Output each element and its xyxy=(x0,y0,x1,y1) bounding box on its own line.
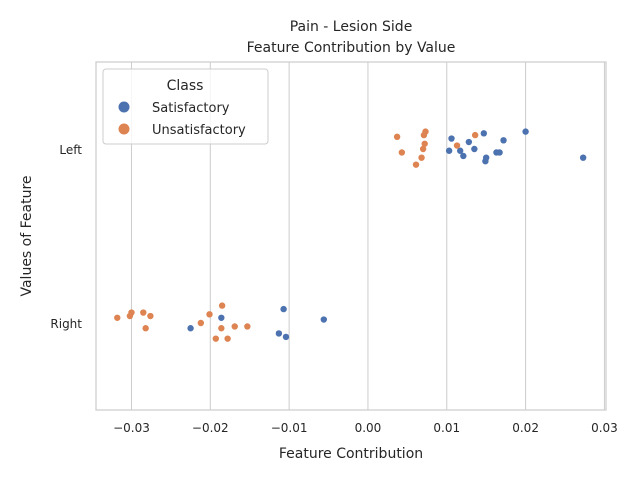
y-axis-label: Values of Feature xyxy=(19,175,35,296)
point-satisfactory xyxy=(456,147,464,154)
point-unsatisfactory xyxy=(218,325,225,332)
point-unsatisfactory xyxy=(393,133,401,141)
point-unsatisfactory xyxy=(398,149,406,156)
x-axis-label: Feature Contribution xyxy=(279,446,423,462)
legend-box xyxy=(102,68,269,145)
point-unsatisfactory xyxy=(412,161,420,168)
point-satisfactory xyxy=(471,145,478,153)
point-unsatisfactory xyxy=(114,314,121,321)
point-satisfactory xyxy=(482,157,489,165)
legend-marker-unsatisfactory xyxy=(118,123,130,135)
point-unsatisfactory xyxy=(418,154,425,161)
x-tick-label: −0.01 xyxy=(271,421,308,435)
point-unsatisfactory xyxy=(224,335,231,342)
data-points xyxy=(114,128,587,342)
point-unsatisfactory xyxy=(140,309,147,316)
point-unsatisfactory xyxy=(147,312,154,320)
x-tick-label: −0.03 xyxy=(113,421,150,435)
y-tick-label: Right xyxy=(50,317,82,331)
point-unsatisfactory xyxy=(420,131,428,139)
point-satisfactory xyxy=(500,137,507,144)
point-unsatisfactory xyxy=(421,140,428,147)
point-unsatisfactory xyxy=(231,323,238,330)
point-satisfactory xyxy=(579,154,587,161)
point-unsatisfactory xyxy=(218,302,226,309)
point-satisfactory xyxy=(282,333,290,341)
point-satisfactory xyxy=(480,130,488,137)
point-satisfactory xyxy=(465,138,473,146)
point-satisfactory xyxy=(496,149,503,156)
point-satisfactory xyxy=(445,147,453,154)
legend-marker-satisfactory xyxy=(118,101,130,113)
chart-title: Pain - Lesion Side xyxy=(290,19,413,35)
x-tick-label: 0.00 xyxy=(355,421,382,435)
point-unsatisfactory xyxy=(197,319,205,327)
x-tick-label: 0.03 xyxy=(591,421,618,435)
point-unsatisfactory xyxy=(244,323,251,330)
point-satisfactory xyxy=(448,135,455,142)
x-axis-ticks: −0.03 −0.02 −0.01 0.00 0.01 0.02 0.03 xyxy=(113,421,618,435)
point-satisfactory xyxy=(275,330,283,337)
point-unsatisfactory xyxy=(419,145,427,153)
legend-label-unsatisfactory: Unsatisfactory xyxy=(152,123,246,138)
y-axis-ticks: Left Right xyxy=(50,143,82,331)
point-satisfactory xyxy=(522,128,529,135)
legend: Class Satisfactory Unsatisfactory xyxy=(102,68,269,145)
point-unsatisfactory xyxy=(471,131,479,139)
x-tick-label: −0.02 xyxy=(192,421,229,435)
point-unsatisfactory xyxy=(453,142,461,149)
point-unsatisfactory xyxy=(206,311,213,318)
point-satisfactory xyxy=(187,325,194,332)
legend-title: Class xyxy=(167,78,204,94)
x-tick-label: 0.02 xyxy=(512,421,539,435)
x-tick-label: 0.01 xyxy=(433,421,460,435)
point-satisfactory xyxy=(320,316,328,323)
plot-frame xyxy=(95,61,607,411)
point-unsatisfactory xyxy=(212,335,220,342)
chart-subtitle: Feature Contribution by Value xyxy=(247,40,456,56)
legend-label-satisfactory: Satisfactory xyxy=(152,101,230,116)
point-unsatisfactory xyxy=(126,312,134,320)
point-satisfactory xyxy=(280,305,287,313)
point-satisfactory xyxy=(460,152,467,160)
y-tick-label: Left xyxy=(59,143,82,157)
point-unsatisfactory xyxy=(142,325,149,332)
point-satisfactory xyxy=(218,314,225,321)
